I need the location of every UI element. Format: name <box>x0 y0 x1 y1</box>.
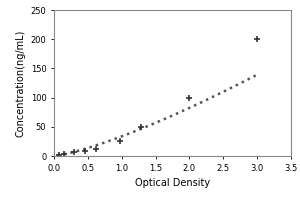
X-axis label: Optical Density: Optical Density <box>135 178 210 188</box>
Y-axis label: Concentration(ng/mL): Concentration(ng/mL) <box>15 29 25 137</box>
